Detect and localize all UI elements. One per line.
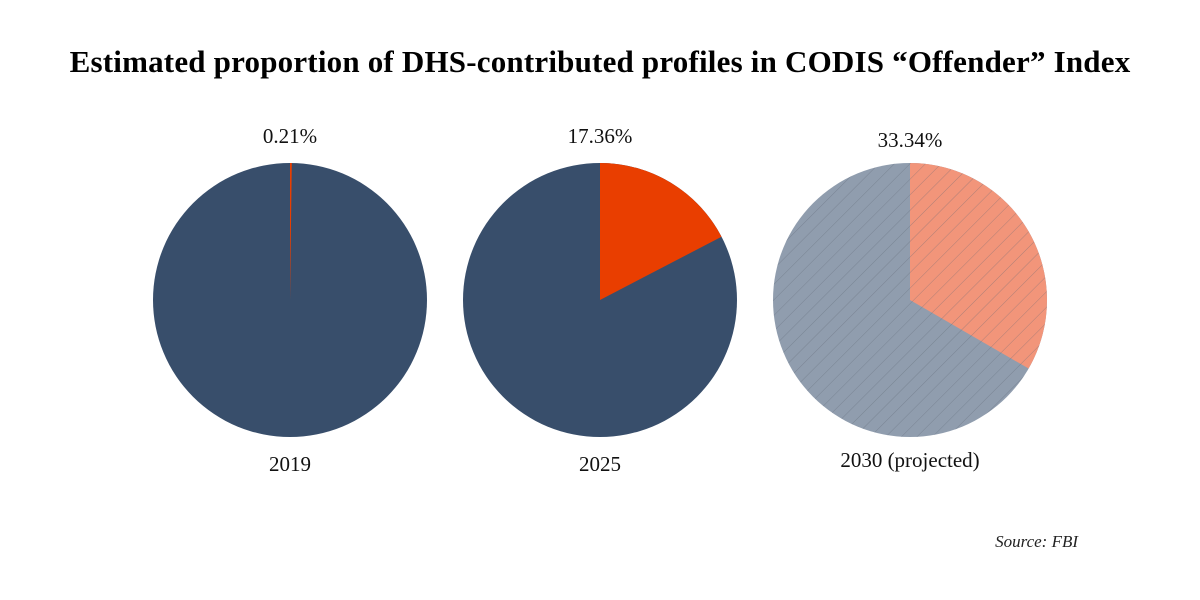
pie-slice-dhs-2019 bbox=[290, 163, 292, 300]
pie-category-label-2030: 2030 (projected) bbox=[840, 448, 979, 472]
pie-2025: 17.36% 2025 bbox=[463, 124, 737, 476]
source-note: Source: FBI bbox=[995, 532, 1078, 551]
pie-value-label-2019: 0.21% bbox=[263, 124, 317, 148]
pie-slice-dhs-2025 bbox=[600, 163, 722, 300]
pie-2019: 0.21% 2019 bbox=[153, 124, 427, 476]
pie-category-label-2025: 2025 bbox=[579, 452, 621, 476]
chart-title: Estimated proportion of DHS-contributed … bbox=[69, 44, 1131, 79]
pie-2030: 33.34% 2030 (projected) bbox=[773, 128, 1047, 472]
projected-hatch-2030 bbox=[773, 163, 1047, 437]
pie-value-label-2030: 33.34% bbox=[878, 128, 943, 152]
pie-value-label-2025: 17.36% bbox=[568, 124, 633, 148]
pie-category-label-2019: 2019 bbox=[269, 452, 311, 476]
